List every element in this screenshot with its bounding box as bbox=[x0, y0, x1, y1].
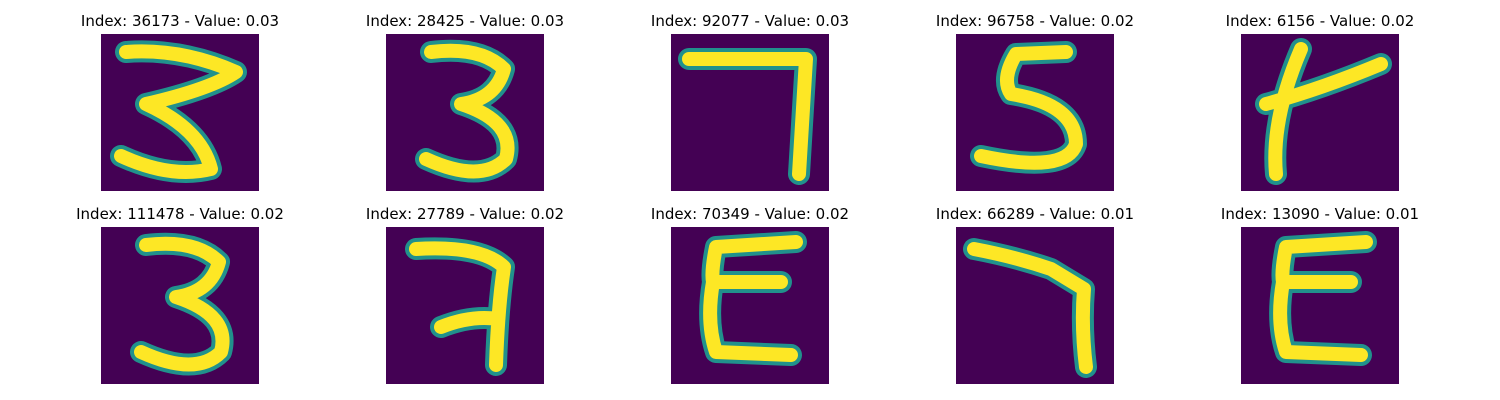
digit-image bbox=[956, 34, 1114, 191]
digit-svg bbox=[386, 227, 544, 384]
panel-4: Index: 96758 - Value: 0.02 bbox=[915, 12, 1155, 192]
panel-title: Index: 70349 - Value: 0.02 bbox=[650, 205, 850, 223]
digit-image bbox=[956, 227, 1114, 384]
panel-6: Index: 111478 - Value: 0.02 bbox=[60, 205, 300, 385]
panel-9: Index: 66289 - Value: 0.01 bbox=[915, 205, 1155, 385]
panel-1: Index: 36173 - Value: 0.03 bbox=[60, 12, 300, 192]
panel-10: Index: 13090 - Value: 0.01 bbox=[1200, 205, 1440, 385]
panel-title: Index: 27789 - Value: 0.02 bbox=[365, 205, 565, 223]
digit-stroke bbox=[134, 236, 230, 372]
digit-svg bbox=[671, 227, 829, 384]
digit-stroke bbox=[974, 45, 1083, 170]
digit-stroke bbox=[703, 235, 803, 362]
digit-svg bbox=[386, 34, 544, 191]
digit-stroke bbox=[967, 242, 1093, 374]
digit-image bbox=[386, 227, 544, 384]
panel-title: Index: 13090 - Value: 0.01 bbox=[1220, 205, 1420, 223]
digit-svg bbox=[101, 34, 259, 191]
panel-8: Index: 70349 - Value: 0.02 bbox=[630, 205, 870, 385]
digit-svg bbox=[1241, 34, 1399, 191]
digit-stroke bbox=[419, 43, 515, 179]
digit-svg bbox=[671, 34, 829, 191]
digit-image bbox=[386, 34, 544, 191]
digit-image bbox=[101, 34, 259, 191]
panel-title: Index: 36173 - Value: 0.03 bbox=[80, 12, 280, 30]
panel-2: Index: 28425 - Value: 0.03 bbox=[345, 12, 585, 192]
panel-7: Index: 27789 - Value: 0.02 bbox=[345, 205, 585, 385]
digit-stroke bbox=[114, 44, 243, 180]
panel-title: Index: 92077 - Value: 0.03 bbox=[650, 12, 850, 30]
panel-title: Index: 28425 - Value: 0.03 bbox=[365, 12, 565, 30]
panel-5: Index: 6156 - Value: 0.02 bbox=[1200, 12, 1440, 192]
panel-3: Index: 92077 - Value: 0.03 bbox=[630, 12, 870, 192]
panel-title: Index: 111478 - Value: 0.02 bbox=[76, 205, 284, 223]
digit-image bbox=[671, 227, 829, 384]
digit-svg bbox=[956, 34, 1114, 191]
digit-image bbox=[671, 34, 829, 191]
digit-svg bbox=[956, 227, 1114, 384]
digit-svg bbox=[1241, 227, 1399, 384]
digit-stroke bbox=[1273, 235, 1373, 362]
digit-svg bbox=[101, 227, 259, 384]
digit-image bbox=[1241, 227, 1399, 384]
digit-stroke bbox=[1259, 42, 1388, 181]
digit-stroke bbox=[682, 52, 813, 181]
digit-image bbox=[1241, 34, 1399, 191]
panel-title: Index: 66289 - Value: 0.01 bbox=[935, 205, 1135, 223]
panel-title: Index: 6156 - Value: 0.02 bbox=[1225, 12, 1415, 30]
digit-stroke bbox=[409, 241, 511, 372]
panel-title: Index: 96758 - Value: 0.02 bbox=[935, 12, 1135, 30]
digit-image bbox=[101, 227, 259, 384]
